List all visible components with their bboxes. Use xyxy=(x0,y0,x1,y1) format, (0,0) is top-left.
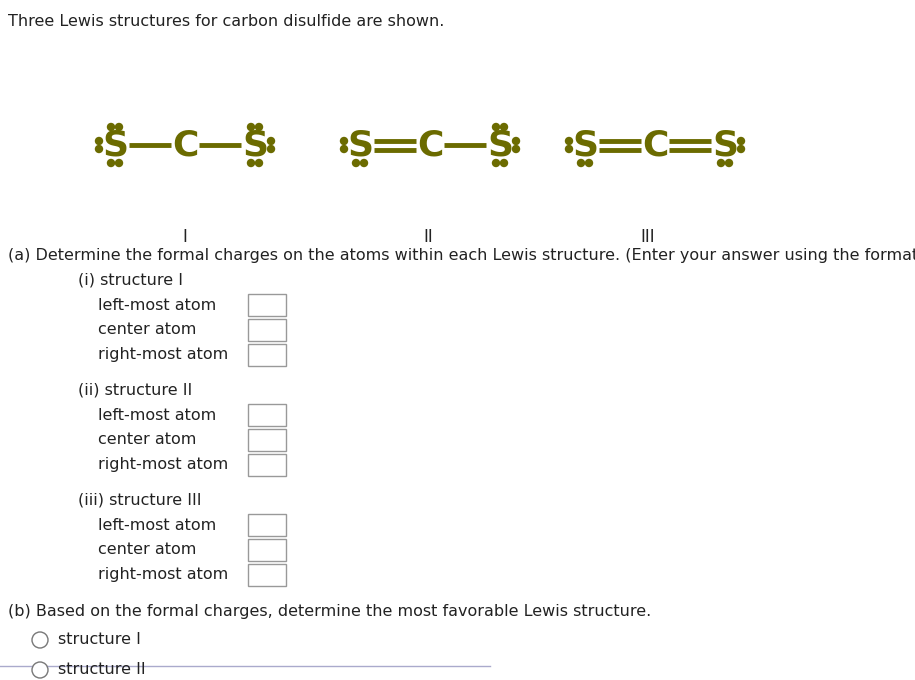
Text: C: C xyxy=(172,128,199,162)
Text: Three Lewis structures for carbon disulfide are shown.: Three Lewis structures for carbon disulf… xyxy=(8,14,445,29)
Text: II: II xyxy=(423,228,433,246)
Circle shape xyxy=(115,160,123,167)
Text: (i) structure I: (i) structure I xyxy=(78,273,183,288)
Circle shape xyxy=(95,137,102,145)
Text: (iii) structure III: (iii) structure III xyxy=(78,492,201,507)
Text: III: III xyxy=(640,228,655,246)
Bar xyxy=(248,564,286,586)
Circle shape xyxy=(255,124,263,131)
Circle shape xyxy=(492,160,500,167)
Circle shape xyxy=(352,160,360,167)
Text: right-most atom: right-most atom xyxy=(98,568,228,583)
Text: C: C xyxy=(417,128,443,162)
Text: +4: +4 xyxy=(251,348,274,364)
Text: structure II: structure II xyxy=(58,662,145,677)
Circle shape xyxy=(492,124,500,131)
Text: (ii) structure II: (ii) structure II xyxy=(78,382,192,398)
Text: S: S xyxy=(242,128,268,162)
Circle shape xyxy=(501,124,508,131)
Text: S: S xyxy=(572,128,598,162)
Text: S: S xyxy=(347,128,373,162)
Circle shape xyxy=(32,632,48,648)
Circle shape xyxy=(340,146,348,152)
Bar xyxy=(248,539,286,561)
Text: (b) Based on the formal charges, determine the most favorable Lewis structure.: (b) Based on the formal charges, determi… xyxy=(8,604,651,619)
Text: left-most atom: left-most atom xyxy=(98,517,216,532)
Circle shape xyxy=(107,124,114,131)
Text: center atom: center atom xyxy=(98,322,197,337)
Circle shape xyxy=(255,160,263,167)
Circle shape xyxy=(267,146,274,152)
Text: +2: +2 xyxy=(251,324,274,339)
Bar xyxy=(248,514,286,536)
Text: +4: +4 xyxy=(251,299,274,313)
Circle shape xyxy=(247,160,254,167)
Circle shape xyxy=(361,160,368,167)
Circle shape xyxy=(247,124,254,131)
Text: I: I xyxy=(183,228,188,246)
Text: S: S xyxy=(487,128,513,162)
Circle shape xyxy=(717,160,725,167)
Bar xyxy=(248,429,286,451)
Circle shape xyxy=(512,137,520,145)
Bar xyxy=(248,454,286,476)
Circle shape xyxy=(737,137,745,145)
Bar xyxy=(248,319,286,341)
Text: left-most atom: left-most atom xyxy=(98,407,216,422)
Bar xyxy=(248,344,286,366)
Circle shape xyxy=(501,160,508,167)
Circle shape xyxy=(512,146,520,152)
Circle shape xyxy=(737,146,745,152)
Text: center atom: center atom xyxy=(98,432,197,447)
Text: left-most atom: left-most atom xyxy=(98,298,216,313)
Text: (a) Determine the formal charges on the atoms within each Lewis structure. (Ente: (a) Determine the formal charges on the … xyxy=(8,248,915,263)
Text: right-most atom: right-most atom xyxy=(98,458,228,473)
Bar xyxy=(248,294,286,316)
Circle shape xyxy=(32,662,48,678)
Circle shape xyxy=(267,137,274,145)
Circle shape xyxy=(107,160,114,167)
Text: structure I: structure I xyxy=(58,632,141,647)
Text: right-most atom: right-most atom xyxy=(98,347,228,362)
Circle shape xyxy=(95,146,102,152)
Circle shape xyxy=(565,137,573,145)
Circle shape xyxy=(726,160,733,167)
Circle shape xyxy=(577,160,585,167)
Bar xyxy=(248,404,286,426)
Text: center atom: center atom xyxy=(98,543,197,558)
Text: C: C xyxy=(641,128,668,162)
Text: S: S xyxy=(102,128,128,162)
Circle shape xyxy=(586,160,593,167)
Circle shape xyxy=(340,137,348,145)
Circle shape xyxy=(115,124,123,131)
Circle shape xyxy=(565,146,573,152)
Text: S: S xyxy=(712,128,738,162)
